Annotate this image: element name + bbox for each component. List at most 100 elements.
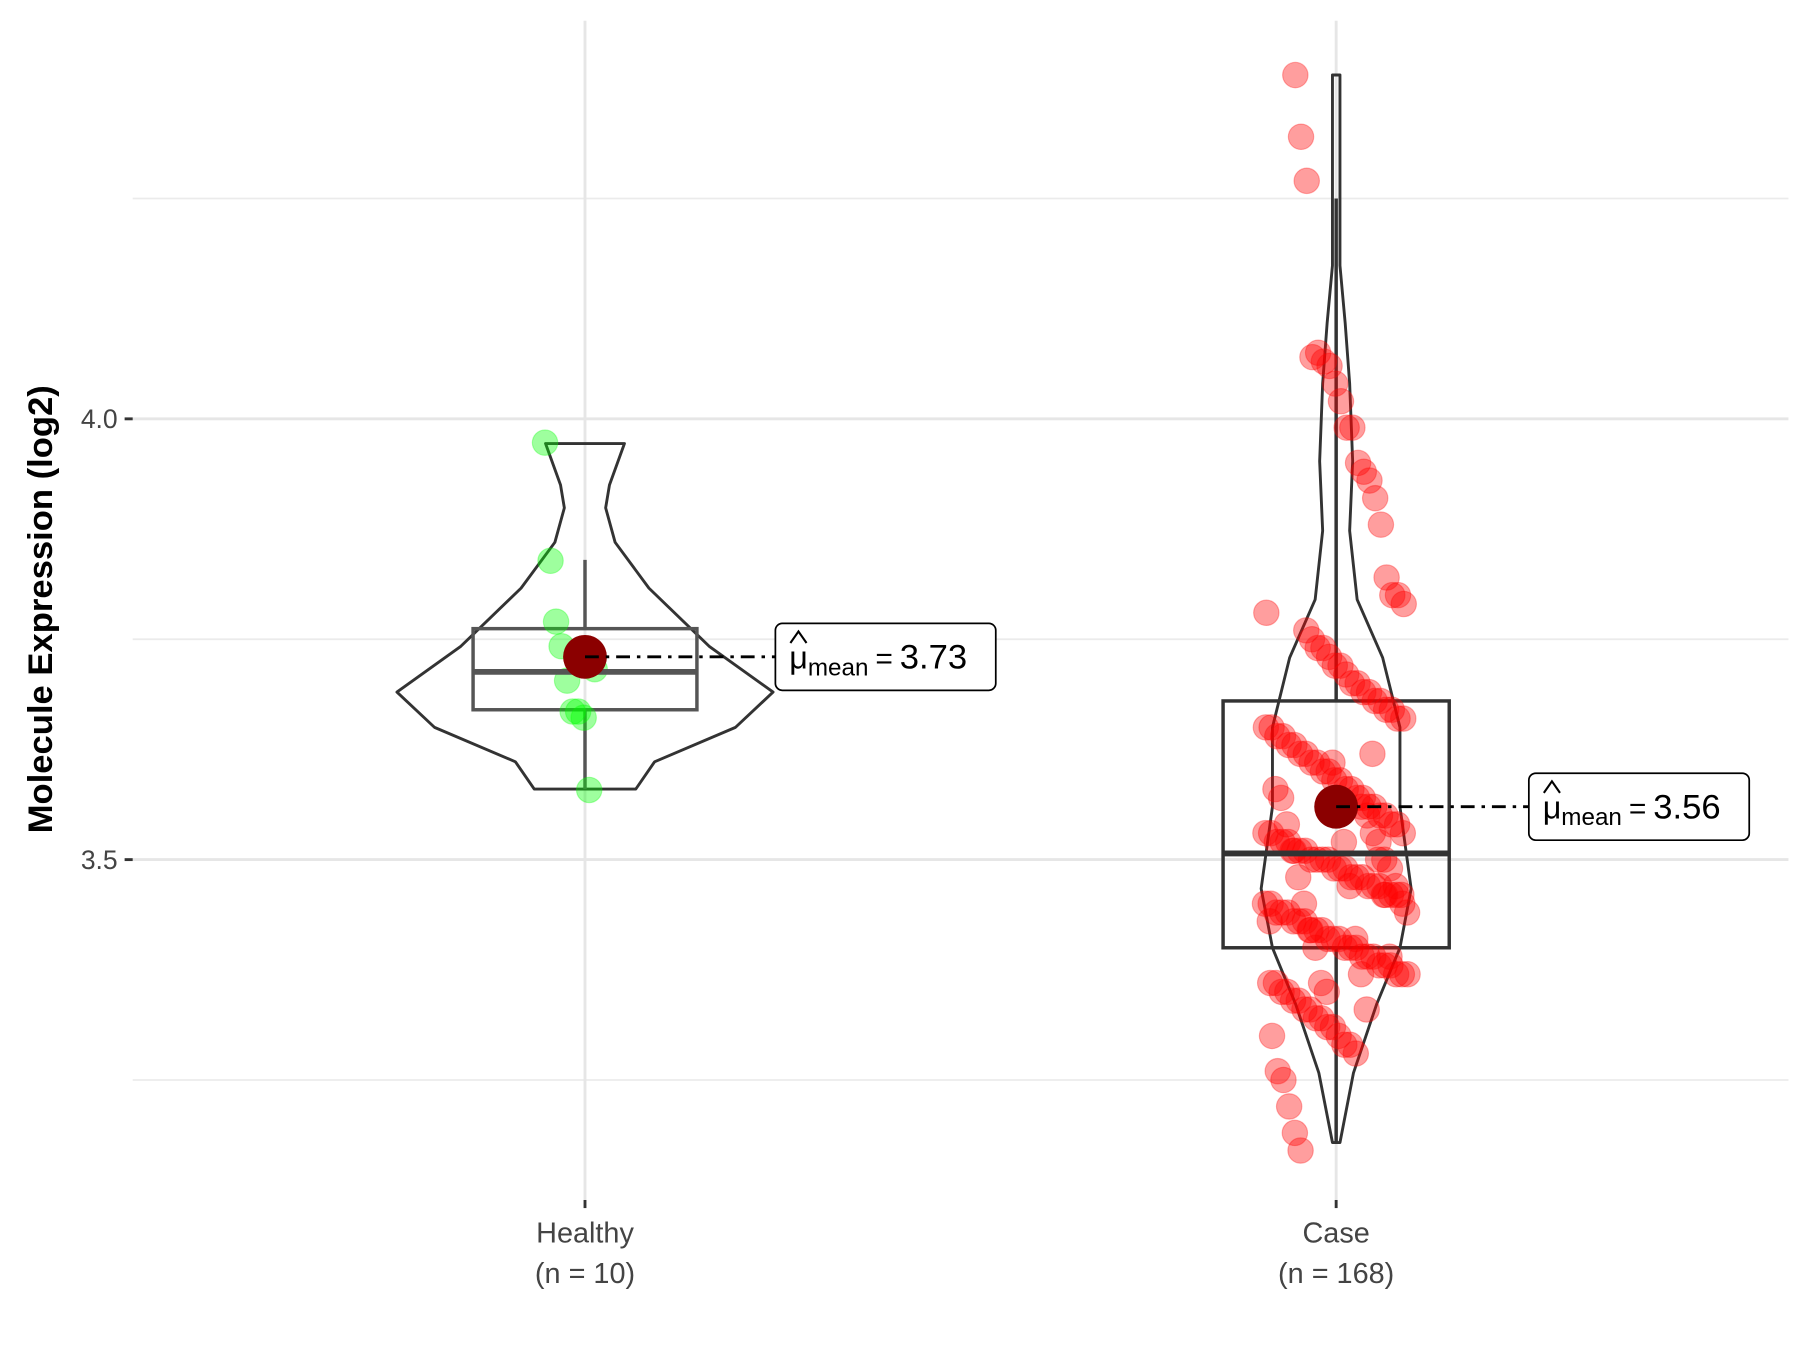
mean-value: 3.73 [900,638,967,676]
data-point [1315,758,1342,785]
data-point [1270,1066,1297,1094]
data-point [1252,714,1280,741]
data-point [1302,934,1329,962]
data-point [1281,1119,1309,1147]
data-point [1342,925,1369,953]
data-point [1264,1057,1292,1085]
data-point [1264,722,1291,750]
group-healthy: μmean = 3.73 [395,429,997,804]
data-point [1268,978,1295,1006]
groups: μmean = 3.73 μmean = 3.56 [395,61,1751,1164]
data-point [1273,811,1301,838]
violin-outline [1259,73,1413,1144]
y-axis-label: Molecule Expression (log2) [22,385,60,833]
data-point [1344,449,1372,477]
hat-icon [1542,779,1561,794]
data-point [1282,61,1309,89]
data-point [1325,1022,1352,1050]
data-point [1343,863,1370,891]
data-point [1388,881,1415,909]
data-point [1304,634,1331,662]
data-point [1383,811,1411,838]
data-point [1390,590,1417,618]
data-point [1310,348,1338,375]
data-point [1388,960,1416,988]
data-point [1344,670,1371,697]
data-point [1384,581,1412,609]
data-point [1304,339,1332,367]
data-point [1383,881,1410,909]
data-point [1347,960,1375,988]
data-point [1287,1137,1314,1164]
data-point [1360,943,1387,970]
data-point [1354,872,1382,900]
data-point [537,547,564,575]
mean-symbol: μ [789,639,808,675]
data-point [1257,890,1284,917]
data-point [1373,564,1400,591]
data-point [1366,802,1394,829]
data-point [1274,978,1301,1006]
data-point [1256,969,1284,997]
data-point [1251,890,1279,917]
data-point [1382,872,1409,900]
data-point [1370,881,1398,909]
data-point [1337,863,1365,891]
data-point [1333,414,1360,441]
hat-icon [789,629,808,644]
data-point [1338,670,1366,697]
data-point [1267,784,1295,812]
data-point [1290,890,1318,917]
data-point [1348,943,1376,970]
data-point [1263,899,1290,926]
mean-subscript: mean [808,654,869,681]
data-point [1302,1005,1330,1032]
data-point [1309,758,1337,785]
data-point [1320,925,1347,953]
data-point [1297,916,1324,944]
data-point [1367,511,1395,538]
data-point [1321,370,1349,397]
data-point [1372,802,1399,829]
data-point [1298,749,1325,776]
data-point [1336,872,1363,900]
box [1221,699,1451,950]
data-point [1296,996,1324,1023]
mean-label-box [774,622,997,692]
data-point [1316,352,1343,380]
data-point [1339,414,1366,441]
data-point [1337,934,1364,962]
violin-outline [395,442,775,791]
data-point [1327,652,1354,679]
data-point [1353,996,1380,1023]
axes: 3.5 4.0 Healthy (n = 10) Case (n = 168) [81,404,1394,1290]
data-point [1325,925,1353,953]
data-point [1293,167,1321,195]
data-point [575,776,603,804]
data-point [1321,652,1349,679]
data-point [1384,705,1411,732]
data-point [1293,617,1320,644]
mean-annotation: μmean = 3.56 [1543,788,1721,831]
data-point [542,608,570,635]
data-point [1354,943,1381,970]
data-point [1349,863,1376,891]
data-point [1307,969,1335,997]
data-point [1394,960,1421,988]
data-point [1378,696,1406,724]
data-point [1258,714,1285,741]
data-point [1281,731,1308,759]
data-point [1327,387,1355,415]
data-point [1371,881,1399,909]
data-point [1359,819,1387,847]
data-point [1303,749,1331,776]
data-point [564,698,592,725]
data-point [1280,908,1307,935]
grid [132,20,1789,1200]
data-point [1285,908,1313,935]
data-point [1308,916,1336,944]
data-point [1378,811,1405,838]
data-point [1286,740,1314,768]
data-point [1379,581,1406,609]
